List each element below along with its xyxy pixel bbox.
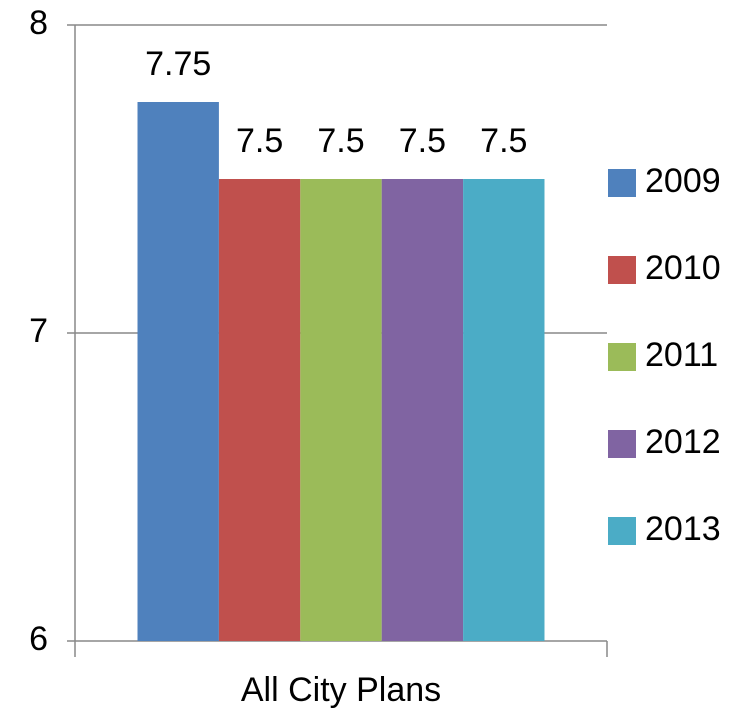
data-label: 7.5 xyxy=(480,122,527,160)
legend-label: 2012 xyxy=(645,423,721,461)
data-label: 7.5 xyxy=(399,122,446,160)
bar xyxy=(463,179,545,641)
legend-label: 2009 xyxy=(645,162,721,200)
bar xyxy=(300,179,382,641)
y-tick-label: 7 xyxy=(29,312,48,350)
legend-swatch xyxy=(608,169,636,197)
bar xyxy=(218,179,301,641)
legend-label: 2011 xyxy=(645,336,718,374)
legend-label: 2010 xyxy=(645,249,721,287)
x-tick-label: All City Plans xyxy=(241,671,441,709)
bar xyxy=(381,179,464,641)
legend-swatch xyxy=(608,343,636,371)
data-label: 7.5 xyxy=(317,122,364,160)
data-label: 7.75 xyxy=(145,45,211,83)
data-label: 7.5 xyxy=(236,122,283,160)
legend-label: 2013 xyxy=(645,510,721,548)
bar xyxy=(137,102,219,641)
legend-swatch xyxy=(608,256,636,284)
legend-swatch xyxy=(608,517,636,545)
y-tick-label: 8 xyxy=(29,4,48,42)
y-tick-label: 6 xyxy=(29,620,48,658)
legend-swatch xyxy=(608,430,636,458)
